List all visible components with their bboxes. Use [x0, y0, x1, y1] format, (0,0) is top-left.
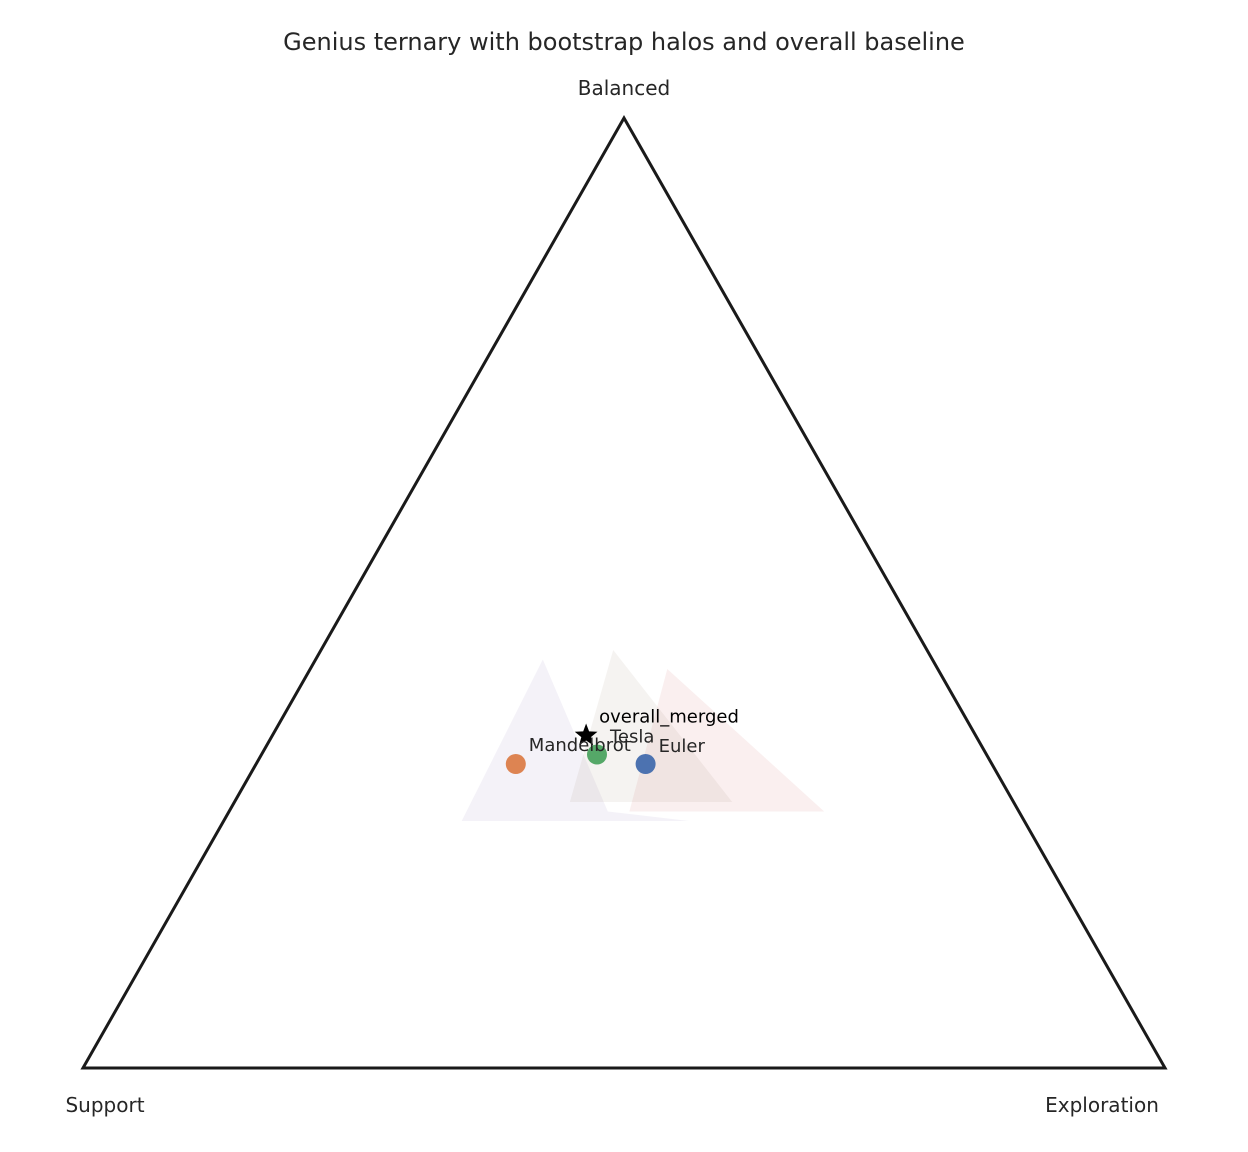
label-mandelbrot: Mandelbrot: [529, 735, 631, 756]
vertex-label-exploration: Exploration: [1045, 1093, 1159, 1117]
halos-layer: [461, 650, 825, 821]
baseline-star-marker: [574, 723, 598, 746]
ternary-frame: [80, 114, 1168, 1070]
baseline-label: overall_merged: [599, 707, 739, 728]
label-euler: Euler: [659, 736, 706, 757]
vertex-label-balanced: Balanced: [578, 76, 670, 100]
point-tesla: [587, 744, 607, 765]
halo-mandelbrot: [461, 659, 689, 821]
point-mandelbrot: [505, 754, 526, 774]
label-tesla: Tesla: [609, 727, 654, 748]
point-euler: [635, 754, 656, 774]
halo-euler: [629, 669, 825, 812]
chart-title: Genius ternary with bootstrap halos and …: [283, 28, 965, 56]
points-layer: [505, 723, 656, 774]
halo-tesla: [569, 650, 733, 802]
vertex-label-support: Support: [65, 1093, 144, 1117]
